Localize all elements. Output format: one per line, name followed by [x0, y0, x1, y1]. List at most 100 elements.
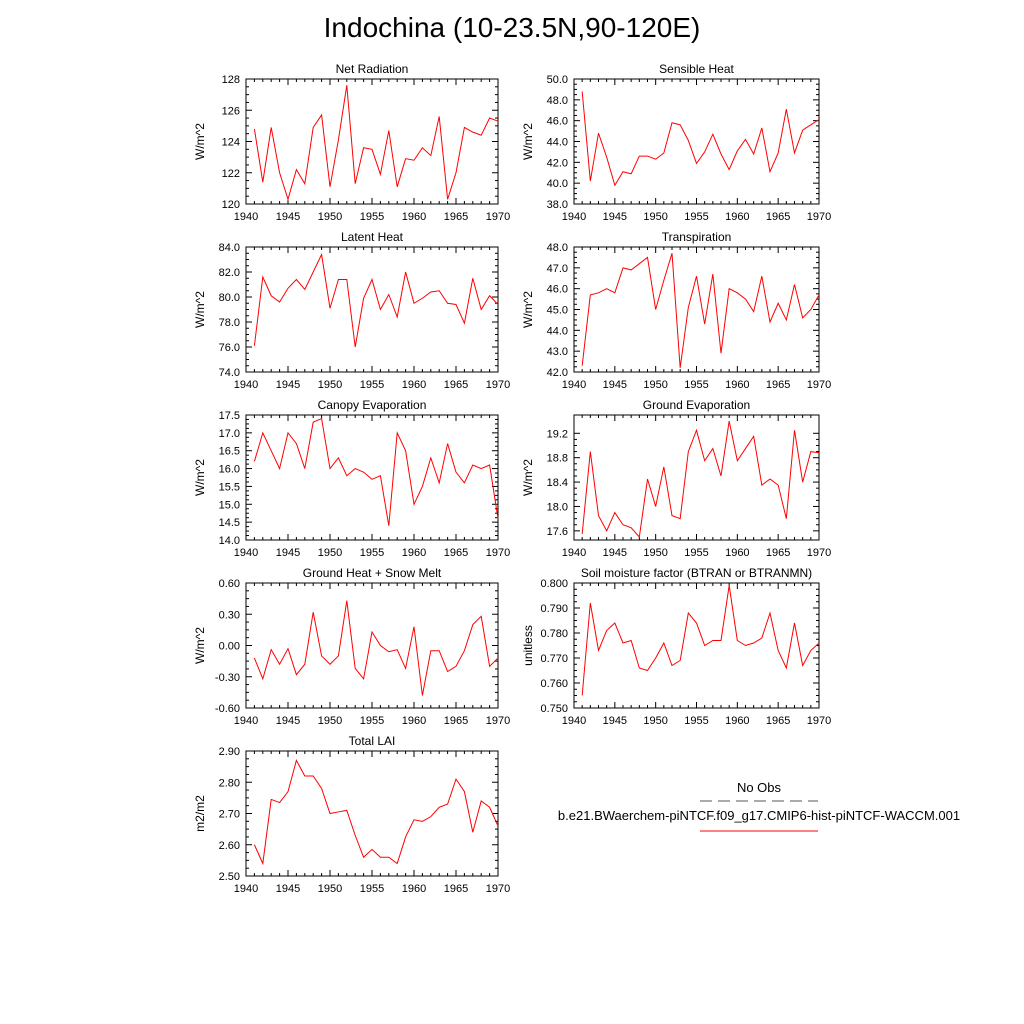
series-line — [581, 253, 820, 368]
chart-panel-6: Ground Evaporation W/m^2 1940 1945 1950 1955 1… — [521, 398, 831, 559]
x-tick-label: 1970 — [486, 379, 510, 391]
x-tick-label: 1945 — [276, 715, 300, 727]
x-tick-label: 1960 — [725, 379, 749, 391]
panel-title: Soil moisture factor (BTRAN or BTRANMN) — [581, 566, 812, 580]
x-tick-label: 1955 — [360, 715, 384, 727]
legend — [700, 800, 818, 832]
x-tick-label: 1940 — [562, 379, 586, 391]
x-tick-label: 1945 — [603, 379, 627, 391]
x-tick-label: 1940 — [562, 211, 586, 223]
plot-frame — [573, 582, 820, 709]
panel-title: Ground Heat + Snow Melt — [303, 566, 442, 580]
y-tick-label: 18.4 — [547, 477, 568, 489]
panel-title: Transpiration — [662, 230, 732, 244]
y-tick-label: 2.50 — [219, 871, 240, 883]
y-axis-label: m2/m2 — [193, 795, 207, 832]
x-tick-label: 1940 — [562, 715, 586, 727]
plot-frame — [245, 246, 499, 373]
x-tick-label: 1970 — [486, 715, 510, 727]
x-tick-label: 1945 — [276, 211, 300, 223]
y-tick-label: 82.0 — [219, 267, 240, 279]
y-tick-label: 18.8 — [547, 453, 568, 465]
x-tick-label: 1955 — [360, 379, 384, 391]
series-line — [253, 252, 499, 348]
y-tick-label: 120 — [222, 199, 240, 211]
x-tick-label: 1960 — [725, 547, 749, 559]
y-tick-label: 0.30 — [219, 609, 240, 621]
y-tick-label: 48.0 — [547, 95, 568, 107]
x-tick-label: 1950 — [643, 715, 667, 727]
x-tick-label: 1960 — [402, 211, 426, 223]
panel-title: Ground Evaporation — [643, 398, 750, 412]
x-tick-label: 1950 — [318, 379, 342, 391]
y-tick-label: 0.00 — [219, 641, 240, 653]
y-tick-label: 124 — [222, 137, 240, 149]
x-tick-label: 1955 — [684, 379, 708, 391]
y-tick-label: 40.0 — [547, 178, 568, 190]
panel-title: Canopy Evaporation — [318, 398, 427, 412]
chart-panel-2: Sensible Heat W/m^2 1940 1945 1950 1955 1960 19… — [521, 62, 831, 223]
series-line — [253, 600, 499, 696]
x-tick-label: 1965 — [444, 547, 468, 559]
y-tick-label: -0.60 — [215, 703, 240, 715]
y-tick-label: 46.0 — [547, 116, 568, 128]
x-tick-label: 1970 — [486, 883, 510, 895]
x-tick-label: 1970 — [807, 379, 831, 391]
y-tick-label: 80.0 — [219, 292, 240, 304]
y-tick-label: 50.0 — [547, 74, 568, 86]
y-tick-label: 46.0 — [547, 284, 568, 296]
y-tick-label: 44.0 — [547, 325, 568, 337]
series-line — [253, 759, 499, 866]
x-tick-label: 1970 — [807, 715, 831, 727]
x-tick-label: 1955 — [684, 211, 708, 223]
y-tick-label: 2.70 — [219, 809, 240, 821]
x-tick-label: 1940 — [234, 715, 258, 727]
y-tick-label: 15.5 — [219, 481, 240, 493]
y-tick-label: 16.0 — [219, 464, 240, 476]
y-tick-label: 15.0 — [219, 499, 240, 511]
y-tick-label: 42.0 — [547, 367, 568, 379]
series-line — [253, 85, 499, 202]
y-tick-label: 2.80 — [219, 777, 240, 789]
y-tick-label: 122 — [222, 168, 240, 180]
chart-panel-9: Total LAI m2/m2 1940 1945 1950 1955 1960 1965 19… — [193, 734, 510, 895]
y-tick-label: 2.90 — [219, 746, 240, 758]
panel-title: Total LAI — [349, 734, 396, 748]
x-tick-label: 1950 — [318, 883, 342, 895]
y-tick-label: 48.0 — [547, 242, 568, 254]
y-tick-label: 16.5 — [219, 446, 240, 458]
y-tick-label: 45.0 — [547, 305, 568, 317]
y-axis-label: W/m^2 — [193, 123, 207, 160]
x-tick-label: 1970 — [486, 547, 510, 559]
series-line — [581, 585, 820, 696]
panel-title: Sensible Heat — [659, 62, 734, 76]
y-tick-label: 74.0 — [219, 367, 240, 379]
x-tick-label: 1965 — [444, 211, 468, 223]
x-tick-label: 1945 — [276, 547, 300, 559]
y-tick-label: 0.750 — [540, 703, 568, 715]
x-tick-label: 1940 — [234, 379, 258, 391]
x-tick-label: 1955 — [684, 715, 708, 727]
series-line — [253, 417, 499, 526]
x-tick-label: 1945 — [603, 715, 627, 727]
panel-title: Net Radiation — [336, 62, 409, 76]
x-tick-label: 1970 — [807, 547, 831, 559]
x-tick-label: 1955 — [360, 211, 384, 223]
x-tick-label: 1970 — [807, 211, 831, 223]
x-tick-label: 1950 — [318, 547, 342, 559]
y-tick-label: 128 — [222, 74, 240, 86]
x-tick-label: 1965 — [766, 211, 790, 223]
y-axis-label: W/m^2 — [193, 291, 207, 328]
x-tick-label: 1940 — [234, 547, 258, 559]
y-tick-label: 0.60 — [219, 578, 240, 590]
panel-title: Latent Heat — [341, 230, 404, 244]
x-tick-label: 1965 — [766, 715, 790, 727]
chart-panel-1: Net Radiation W/m^2 1940 1945 1950 1955 1960 19… — [193, 62, 510, 223]
legend-case-label: b.e21.BWaerchem-piNTCF.f09_g17.CMIP6-his… — [557, 808, 961, 823]
page-title: Indochina (10-23.5N,90-120E) — [323, 12, 701, 43]
x-tick-label: 1950 — [318, 715, 342, 727]
y-tick-label: 17.0 — [219, 428, 240, 440]
y-axis-label: W/m^2 — [521, 291, 535, 328]
